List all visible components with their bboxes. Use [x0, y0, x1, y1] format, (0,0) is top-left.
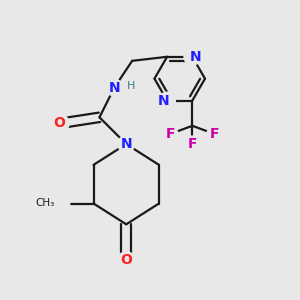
- Circle shape: [106, 79, 123, 96]
- Circle shape: [159, 92, 176, 109]
- Circle shape: [162, 126, 178, 142]
- Circle shape: [184, 136, 200, 152]
- Text: N: N: [109, 81, 120, 94]
- Circle shape: [118, 252, 134, 268]
- Text: N: N: [120, 137, 132, 151]
- Text: H: H: [127, 81, 135, 91]
- Circle shape: [52, 195, 70, 212]
- Text: O: O: [120, 253, 132, 267]
- Text: N: N: [158, 94, 169, 107]
- Text: F: F: [188, 137, 197, 151]
- Circle shape: [52, 115, 69, 132]
- Text: N: N: [190, 50, 202, 64]
- Text: O: O: [53, 116, 65, 130]
- Text: F: F: [165, 127, 175, 141]
- Circle shape: [207, 126, 222, 142]
- Circle shape: [118, 136, 134, 152]
- Text: CH₃: CH₃: [36, 199, 55, 208]
- Circle shape: [184, 49, 201, 65]
- Text: F: F: [210, 127, 219, 141]
